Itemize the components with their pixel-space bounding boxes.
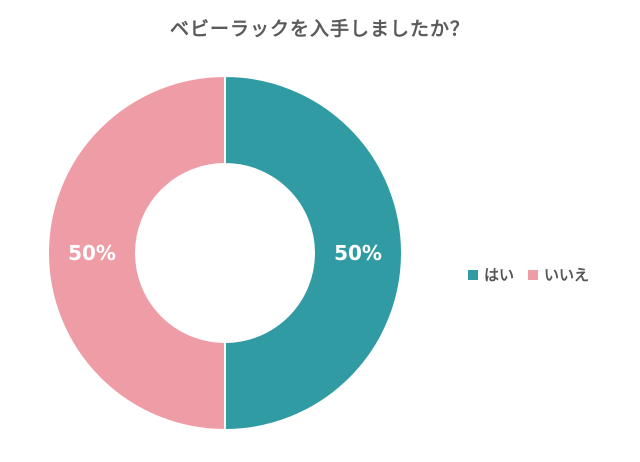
legend-label-yes: はい	[484, 266, 515, 284]
legend-label-no: いいえ	[544, 266, 590, 284]
donut-slices	[47, 74, 403, 432]
legend-swatch-yes	[468, 269, 478, 280]
legend-item-no[interactable]: いいえ	[528, 264, 589, 285]
slice-label-no: 50%	[68, 241, 116, 265]
chart-title: ベビーラックを入手しましたか？	[169, 18, 470, 40]
legend: はい いいえ	[468, 264, 603, 285]
legend-swatch-no	[528, 269, 539, 280]
donut-slice-yes[interactable]	[224, 74, 403, 432]
slice-labels: 50% 50%	[68, 241, 382, 265]
legend-item-yes[interactable]: はい	[468, 264, 514, 285]
donut-slice-no[interactable]	[47, 74, 226, 432]
slice-label-yes: 50%	[334, 241, 382, 265]
